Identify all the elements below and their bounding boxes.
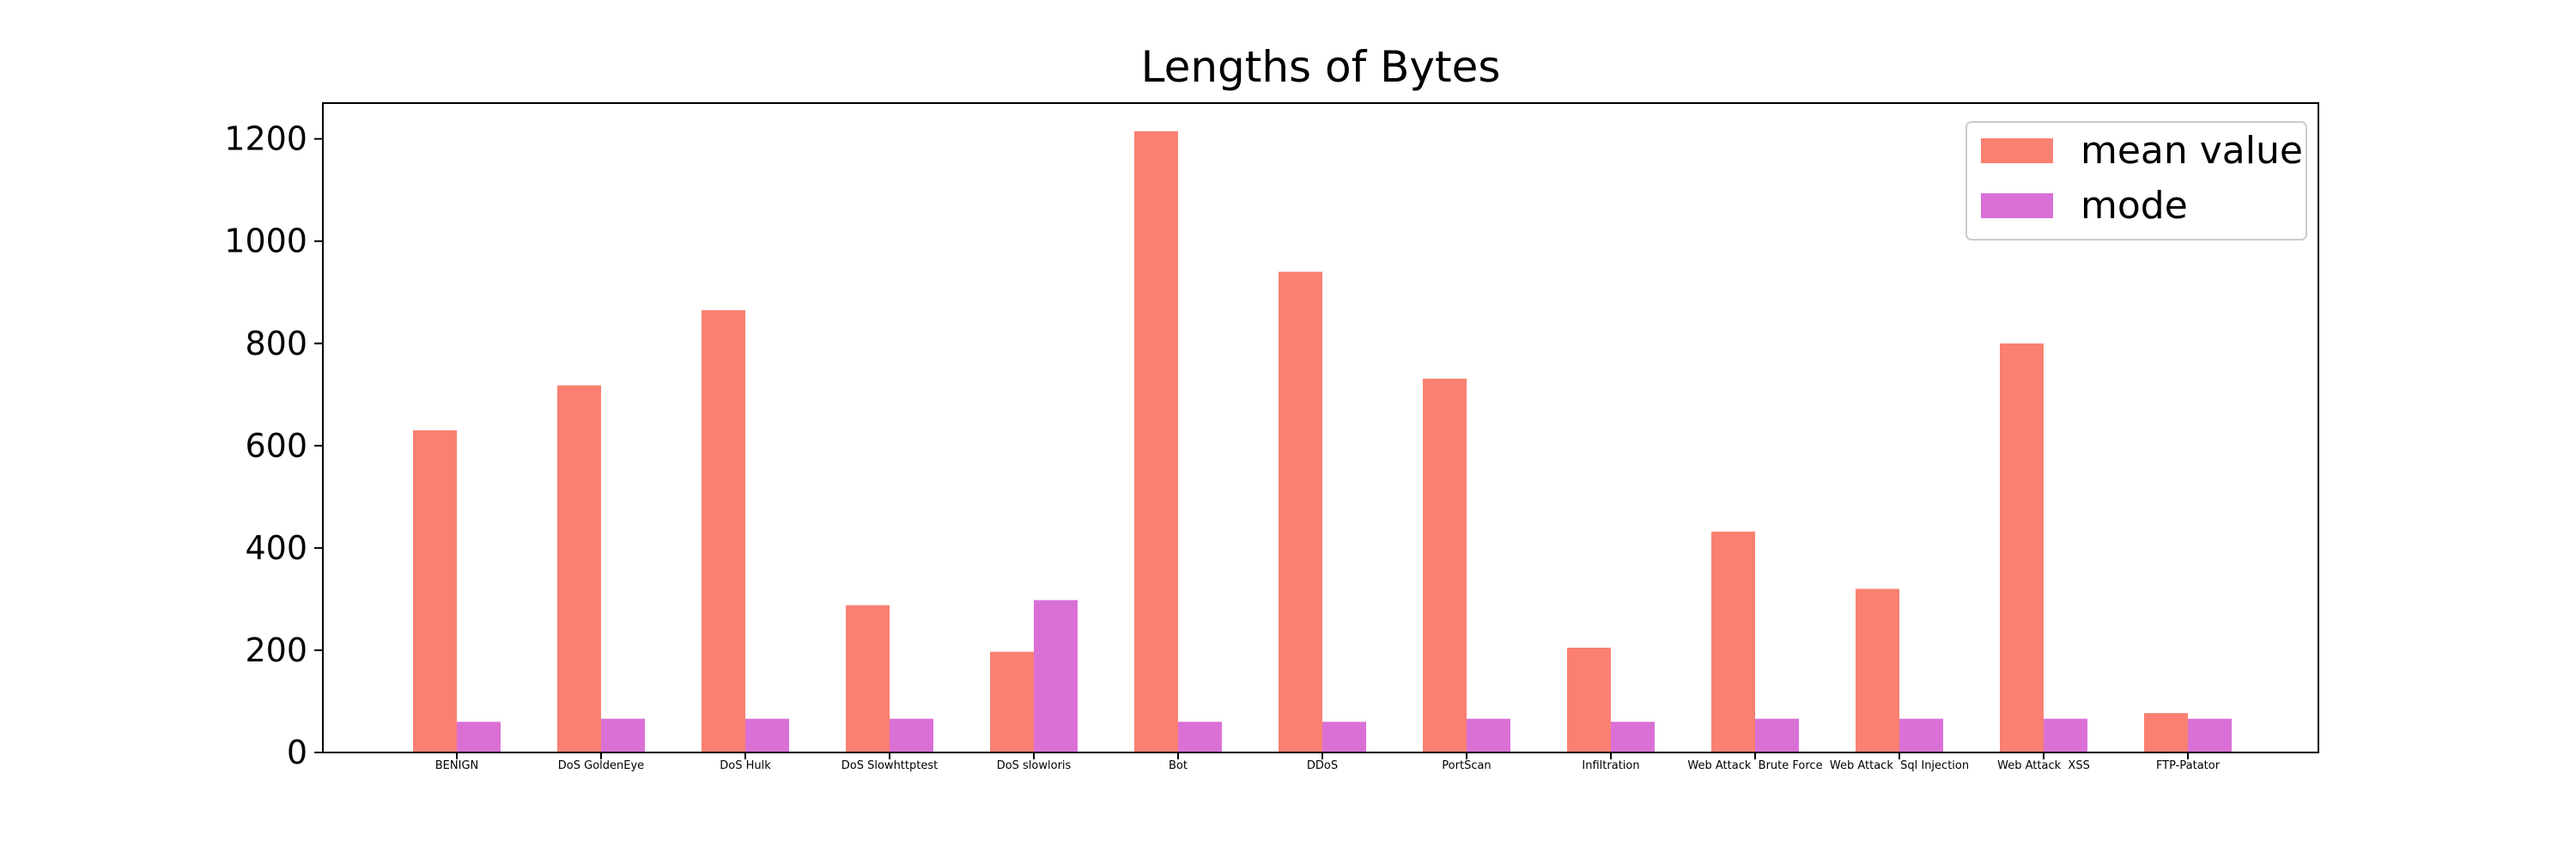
bar-mean-value-6 [1279, 271, 1322, 753]
legend: mean value mode [1965, 121, 2307, 241]
x-tick-label-4: DoS slowloris [997, 759, 1072, 772]
bar-mode-6 [1322, 722, 1366, 752]
bar-mean-value-2 [702, 310, 745, 752]
y-tick-label-6: 1200 [224, 120, 307, 158]
legend-swatch-mean-value [1981, 138, 2053, 163]
x-tick-label-0: BENIGN [435, 759, 479, 772]
legend-label-mean-value: mean value [2081, 129, 2303, 173]
bar-mode-3 [890, 718, 933, 752]
y-tick-label-0: 0 [287, 734, 307, 771]
x-tick-label-9: Web Attack Brute Force [1687, 759, 1822, 772]
y-tick-label-3: 600 [245, 427, 307, 465]
bar-mode-5 [1178, 722, 1222, 752]
bar-mode-1 [601, 718, 645, 752]
bar-mean-value-3 [846, 605, 890, 752]
y-tick-label-2: 400 [245, 529, 307, 567]
bar-mean-value-9 [1711, 531, 1755, 752]
x-tick-label-6: DDoS [1307, 759, 1338, 772]
plot-frame [322, 102, 2319, 753]
x-tick-label-5: Bot [1169, 759, 1188, 772]
y-tick-label-5: 1000 [224, 222, 307, 260]
bar-mean-value-7 [1423, 378, 1467, 752]
x-tick-label-11: Web Attack XSS [1997, 759, 2090, 772]
bar-mean-value-12 [2144, 713, 2188, 752]
bars-group [413, 131, 2232, 753]
bar-mode-12 [2188, 718, 2232, 752]
legend-swatch-mode [1981, 193, 2053, 218]
x-tick-label-10: Web Attack Sql Injection [1830, 759, 1969, 772]
bar-mean-value-10 [1856, 588, 1899, 752]
bar-mode-0 [457, 722, 501, 752]
x-tick-label-8: Infiltration [1582, 759, 1639, 772]
bar-mean-value-1 [557, 385, 601, 752]
y-tick-label-1: 200 [245, 631, 307, 669]
bar-mean-value-11 [2000, 343, 2044, 752]
x-tick-label-7: PortScan [1442, 759, 1491, 772]
x-tick-label-1: DoS GoldenEye [558, 759, 644, 772]
y-axis: 0 200 400 600 800 1000 1200 [224, 120, 323, 771]
y-tick-label-4: 800 [245, 325, 307, 362]
chart-title: Lengths of Bytes [1141, 42, 1501, 92]
bar-mode-2 [745, 718, 789, 752]
bar-mode-9 [1755, 718, 1799, 752]
bar-mean-value-0 [413, 430, 457, 752]
x-tick-label-3: DoS Slowhttptest [841, 759, 938, 772]
bar-mode-10 [1899, 718, 1943, 752]
legend-label-mode: mode [2081, 184, 2188, 228]
bar-mean-value-4 [990, 651, 1034, 752]
bar-mode-7 [1467, 718, 1510, 752]
x-tick-label-2: DoS Hulk [720, 759, 771, 772]
bar-mode-4 [1034, 600, 1078, 752]
x-axis: BENIGN DoS GoldenEye DoS Hulk DoS Slowhttpt… [435, 752, 2221, 772]
bar-mode-11 [2044, 718, 2087, 752]
x-tick-label-12: FTP-Patator [2156, 759, 2221, 772]
bar-mean-value-8 [1567, 647, 1611, 752]
bar-mode-8 [1611, 722, 1655, 752]
bar-mean-value-5 [1134, 131, 1178, 752]
